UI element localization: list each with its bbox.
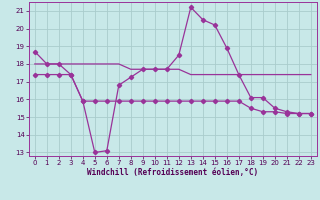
X-axis label: Windchill (Refroidissement éolien,°C): Windchill (Refroidissement éolien,°C): [87, 168, 258, 177]
